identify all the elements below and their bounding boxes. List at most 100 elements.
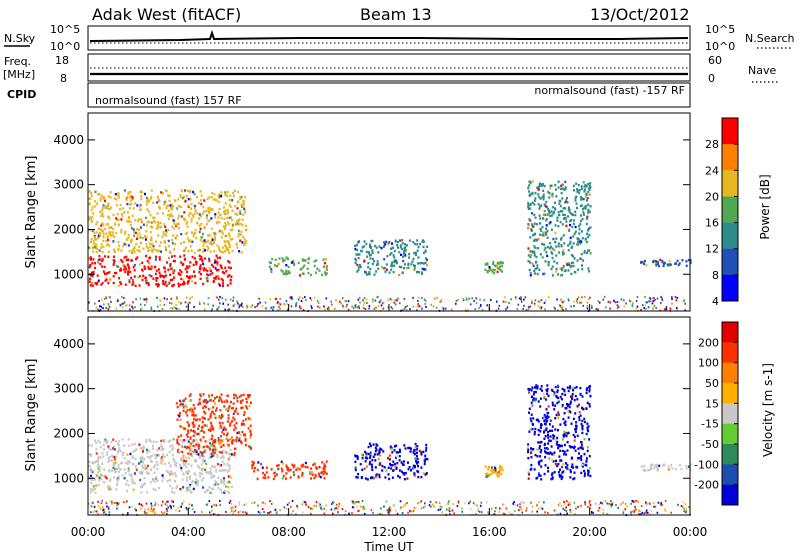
echo-cell bbox=[183, 282, 186, 285]
echo-cell bbox=[588, 385, 591, 389]
echo-cell bbox=[417, 303, 420, 306]
echo-cell bbox=[173, 227, 176, 230]
echo-cell bbox=[569, 212, 572, 215]
echo-cell bbox=[366, 478, 369, 481]
echo-cell bbox=[420, 475, 423, 479]
echo-cell bbox=[359, 463, 362, 466]
echo-cell bbox=[156, 201, 159, 204]
echo-cell bbox=[98, 254, 101, 258]
echo-cell bbox=[183, 439, 186, 442]
echo-cell bbox=[133, 482, 136, 485]
echo-cell bbox=[586, 446, 589, 449]
echo-cell bbox=[530, 456, 533, 459]
echo-cell bbox=[377, 513, 379, 516]
echo-cell bbox=[539, 441, 542, 444]
echo-cell bbox=[147, 200, 150, 204]
echo-cell bbox=[231, 250, 234, 253]
echo-cell bbox=[280, 269, 283, 272]
echo-cell bbox=[209, 427, 212, 430]
echo-cell bbox=[689, 261, 692, 265]
echo-cell bbox=[587, 210, 590, 213]
echo-cell bbox=[101, 258, 104, 261]
echo-cell bbox=[232, 299, 234, 302]
echo-cell bbox=[229, 228, 232, 232]
echo-cell bbox=[122, 244, 125, 248]
echo-cell bbox=[163, 267, 166, 270]
echo-cell bbox=[163, 200, 166, 204]
echo-cell bbox=[529, 468, 532, 471]
echo-cell bbox=[363, 512, 366, 515]
echo-cell bbox=[572, 255, 575, 258]
echo-cell bbox=[580, 230, 583, 233]
echo-cell bbox=[150, 189, 153, 192]
echo-cell bbox=[528, 391, 530, 394]
echo-cell bbox=[202, 248, 205, 251]
echo-cell bbox=[211, 475, 214, 478]
echo-cell bbox=[282, 272, 285, 276]
echo-cell bbox=[107, 487, 110, 491]
echo-cell bbox=[167, 228, 170, 232]
echo-cell bbox=[364, 308, 367, 310]
echo-cell bbox=[562, 264, 565, 268]
echo-cell bbox=[115, 483, 118, 487]
echo-cell bbox=[118, 244, 121, 247]
echo-cell bbox=[652, 501, 655, 504]
echo-cell bbox=[224, 226, 227, 229]
echo-cell bbox=[138, 443, 141, 446]
echo-cell bbox=[566, 403, 568, 406]
echo-cell bbox=[527, 226, 529, 230]
echo-cell bbox=[128, 249, 131, 253]
echo-cell bbox=[138, 263, 141, 266]
echo-cell bbox=[563, 502, 566, 505]
echo-cell bbox=[162, 192, 165, 195]
echo-cell bbox=[171, 302, 173, 305]
echo-cell bbox=[484, 465, 487, 468]
echo-cell bbox=[546, 392, 549, 395]
echo-cell bbox=[323, 467, 326, 470]
echo-cell bbox=[396, 462, 399, 465]
echo-cell bbox=[242, 393, 245, 397]
echo-cell bbox=[105, 278, 108, 281]
echo-cell bbox=[415, 462, 418, 465]
echo-cell bbox=[93, 234, 96, 238]
echo-cell bbox=[561, 306, 564, 309]
echo-cell bbox=[422, 239, 424, 242]
echo-cell bbox=[193, 257, 196, 260]
echo-cell bbox=[257, 510, 260, 513]
echo-cell bbox=[586, 304, 589, 307]
echo-cell bbox=[186, 270, 189, 274]
echo-cell bbox=[548, 439, 551, 442]
echo-cell bbox=[225, 270, 228, 273]
echo-cell bbox=[398, 251, 401, 254]
echo-cell bbox=[162, 282, 165, 285]
echo-cell bbox=[578, 191, 581, 195]
echo-cell bbox=[584, 237, 587, 241]
echo-cell bbox=[544, 511, 546, 514]
echo-cell bbox=[168, 194, 171, 198]
echo-cell bbox=[537, 304, 540, 307]
echo-cell bbox=[535, 477, 538, 480]
echo-cell bbox=[278, 257, 281, 260]
echo-cell bbox=[209, 442, 211, 445]
echo-cell bbox=[315, 271, 317, 274]
echo-cell bbox=[149, 481, 152, 484]
echo-cell bbox=[244, 511, 247, 514]
echo-cell bbox=[97, 467, 100, 471]
echo-cell bbox=[589, 394, 592, 398]
echo-cell bbox=[557, 180, 560, 183]
echo-cell bbox=[674, 262, 677, 265]
echo-cell bbox=[484, 472, 487, 476]
echo-cell bbox=[178, 204, 181, 208]
echo-cell bbox=[616, 304, 619, 307]
echo-cell bbox=[189, 301, 191, 304]
echo-cell bbox=[304, 259, 307, 262]
echo-cell bbox=[567, 249, 570, 252]
echo-cell bbox=[215, 395, 218, 399]
echo-cell bbox=[214, 238, 216, 241]
echo-cell bbox=[431, 503, 434, 506]
echo-cell bbox=[572, 264, 575, 268]
echo-cell bbox=[552, 453, 555, 456]
echo-cell bbox=[288, 501, 291, 504]
echo-cell bbox=[221, 230, 224, 233]
echo-cell bbox=[238, 439, 241, 442]
